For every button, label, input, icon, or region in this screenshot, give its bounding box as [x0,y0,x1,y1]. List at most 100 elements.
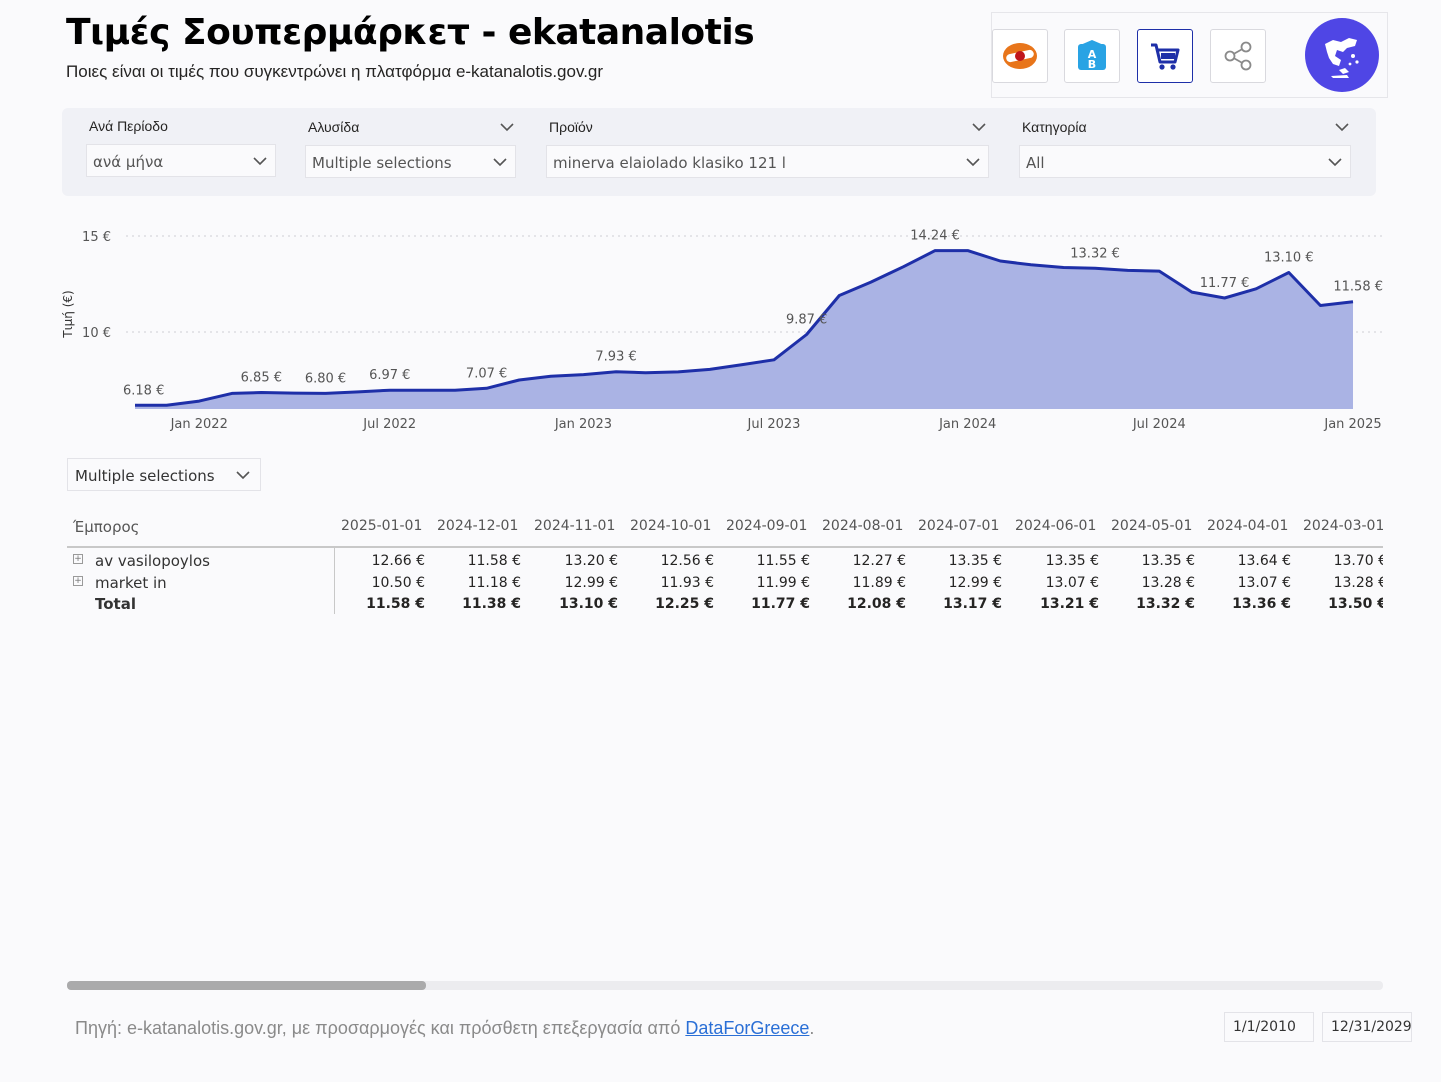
x-tick-label: Jan 2022 [170,417,228,432]
fuel-icon [1003,43,1037,69]
data-label: 11.77 € [1200,276,1250,291]
price-area-chart[interactable]: 15 € 10 € Τιμή (€) Jan 2022 Jul 2022 Jan 2023… [56,214,1386,436]
column-header[interactable]: 2025-01-01 [341,518,423,534]
product-filter-label: Προϊόν [549,119,593,135]
category-filter-label: Κατηγορία [1022,119,1087,135]
chevron-down-icon [966,158,980,167]
fuel-prices-button[interactable] [992,29,1048,83]
matrix-cell: 13.70 € [1333,553,1383,569]
x-tick-label: Jan 2023 [554,417,612,432]
x-tick-label: Jul 2024 [1132,417,1186,432]
matrix-cell: 13.21 € [1040,596,1099,612]
matrix-cell: 13.35 € [1141,553,1195,569]
column-header[interactable]: 2024-04-01 [1207,518,1289,534]
data-label: 13.32 € [1070,246,1120,261]
svg-text:B: B [1088,58,1096,71]
chevron-down-icon [1328,158,1342,167]
source-note: Πηγή: e-katanalotis.gov.gr, με προσαρμογ… [75,1018,814,1039]
data-label: 14.24 € [910,229,960,244]
chevron-down-icon[interactable] [1333,118,1351,136]
column-header[interactable]: 2024-12-01 [437,518,519,534]
chevron-down-icon[interactable] [970,118,988,136]
scrollbar-thumb[interactable] [67,981,426,990]
chain-dropdown-value: Multiple selections [312,154,452,172]
expand-row-icon[interactable]: + [73,576,83,586]
merchant-selection-value: Multiple selections [75,467,215,485]
ab-supermarket-button[interactable]: A B [1064,29,1120,83]
ab-supermarket-icon: A B [1078,40,1106,71]
x-tick-label: Jan 2025 [1323,417,1381,432]
period-filter-label: Ανά Περίοδο [89,118,168,134]
y-axis-label: Τιμή (€) [61,290,75,338]
matrix-cell: 13.07 € [1045,575,1099,591]
matrix-cell: 13.28 € [1333,575,1383,591]
matrix-cell: 13.50 € [1328,596,1383,612]
category-dropdown[interactable]: All [1019,145,1351,178]
header-divider [67,546,1383,548]
page-subtitle: Ποιες είναι οι τιμές που συγκεντρώνει η … [66,62,604,81]
matrix-cell: 13.35 € [948,553,1002,569]
greece-home-button[interactable] [1305,18,1379,92]
matrix-cell: 11.77 € [751,596,810,612]
share-icon [1224,41,1252,71]
period-dropdown-value: ανά μήνα [93,153,164,171]
shopping-cart-icon [1151,43,1180,70]
column-header[interactable]: 2024-07-01 [918,518,1000,534]
column-header[interactable]: 2024-09-01 [726,518,808,534]
data-label: 9.87 € [786,312,827,327]
data-label: 6.80 € [305,371,346,386]
navigation-toolbar: A B [991,12,1388,98]
merchant-selection-dropdown[interactable]: Multiple selections [67,458,261,491]
chevron-down-icon [493,158,507,167]
matrix-cell: 12.99 € [948,575,1002,591]
data-label: 13.10 € [1264,250,1314,265]
matrix-cell: 11.58 € [366,596,425,612]
y-tick-label: 10 € [82,326,111,341]
greece-map-icon [1325,38,1359,78]
dataforgreece-link[interactable]: DataForGreece [685,1018,810,1038]
matrix-cell: 11.99 € [756,575,810,591]
source-prefix: Πηγή: e-katanalotis.gov.gr, με προσαρμογ… [75,1018,686,1038]
matrix-cell: 11.58 € [467,553,521,569]
data-label: 6.85 € [241,370,282,385]
x-tick-label: Jul 2022 [362,417,416,432]
price-matrix: Έμπορος 2025-01-01 2024-12-01 2024-11-01 20… [67,512,1383,622]
matrix-cell: 12.66 € [371,553,425,569]
area-fill [135,250,1353,409]
column-header[interactable]: 2024-10-01 [630,518,712,534]
x-tick-label: Jul 2023 [747,417,801,432]
column-header[interactable]: 2024-05-01 [1111,518,1193,534]
end-date-input[interactable]: 12/31/2029 [1322,1012,1412,1042]
matrix-cell: 12.27 € [852,553,906,569]
matrix-cell: 13.20 € [564,553,618,569]
category-dropdown-value: All [1026,154,1045,172]
period-dropdown[interactable]: ανά μήνα [86,144,276,177]
matrix-cell: 12.25 € [655,596,714,612]
price-line [135,249,1354,407]
column-header[interactable]: 2024-11-01 [534,518,616,534]
column-header[interactable]: 2024-08-01 [822,518,904,534]
row-header: Έμπορος [73,518,140,536]
supermarket-prices-button[interactable] [1137,29,1193,83]
data-label: 11.58 € [1333,280,1383,295]
matrix-cell: 12.99 € [564,575,618,591]
column-header[interactable]: 2024-03-01 [1303,518,1383,534]
matrix-cell: 11.89 € [852,575,906,591]
product-dropdown[interactable]: minerva elaiolado klasiko 121 l [546,145,989,178]
horizontal-scrollbar[interactable] [67,981,1383,990]
chain-dropdown[interactable]: Multiple selections [305,145,516,178]
matrix-cell: 13.28 € [1141,575,1195,591]
source-suffix: . [809,1018,815,1038]
matrix-cell: 11.18 € [467,575,521,591]
expand-row-icon[interactable]: + [73,554,83,564]
chevron-down-icon [253,157,267,166]
product-dropdown-value: minerva elaiolado klasiko 121 l [553,154,786,172]
start-date-input[interactable]: 1/1/2010 [1224,1012,1314,1042]
column-header[interactable]: 2024-06-01 [1015,518,1097,534]
data-label: 6.18 € [123,383,164,398]
matrix-cell: 11.38 € [462,596,521,612]
chevron-down-icon[interactable] [498,118,516,136]
matrix-cell: 13.64 € [1237,553,1291,569]
page-title: Τιμές Σουπερμάρκετ - ekatanalotis [66,12,755,53]
share-button[interactable] [1210,29,1266,83]
